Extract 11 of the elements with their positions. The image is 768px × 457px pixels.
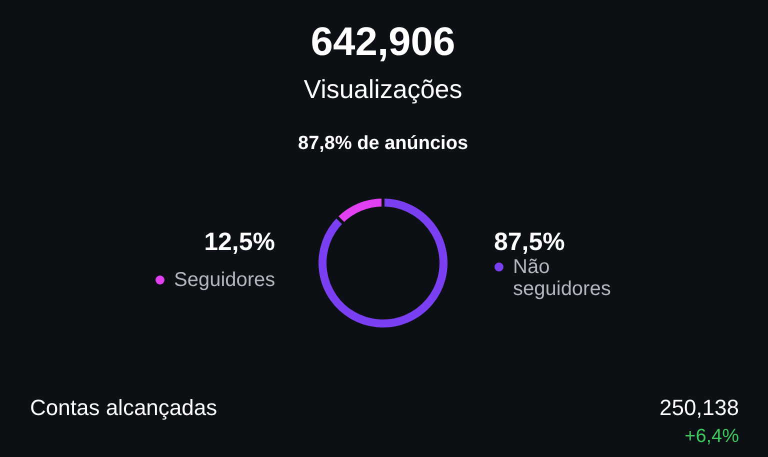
data-label: 87,5% xyxy=(494,228,565,256)
legend-label: Seguidores xyxy=(174,269,276,291)
text: +6,4% xyxy=(684,426,740,447)
data-label: 12,5% xyxy=(204,228,275,256)
text: Contas alcançadas xyxy=(30,395,218,420)
text: 87,8% de anúncios xyxy=(298,133,468,154)
text: 250,138 xyxy=(659,395,739,420)
legend-label: Não seguidores xyxy=(513,256,611,300)
chart-title: 642,906 xyxy=(310,20,456,64)
donut-slice xyxy=(316,196,450,330)
chart-subtitle: Visualizações xyxy=(304,74,462,104)
